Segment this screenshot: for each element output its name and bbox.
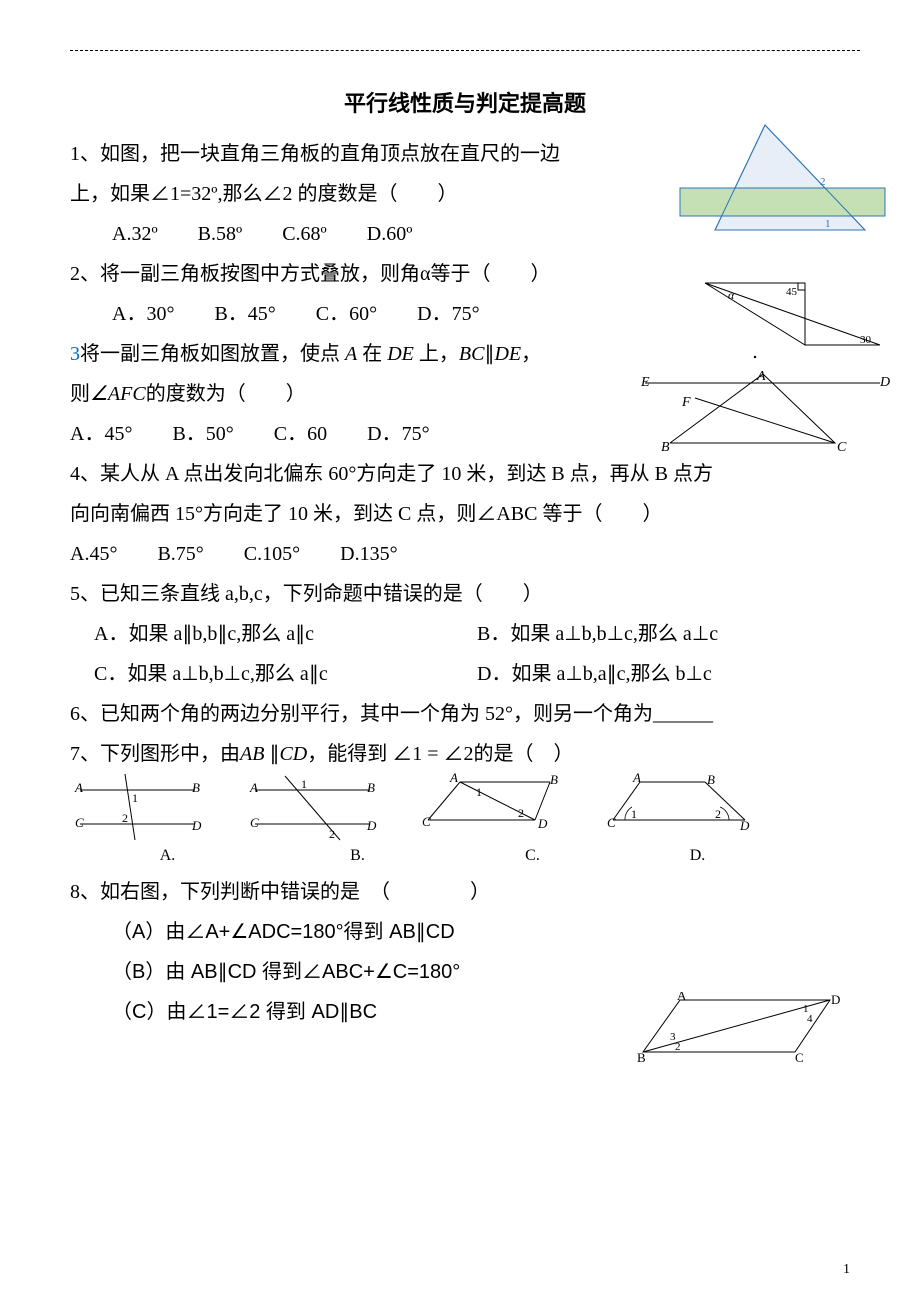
q7-label-d: D. bbox=[630, 840, 765, 872]
q4-line2: 向向南偏西 15°方向走了 10 米，到达 C 点，则∠ABC 等于（ ） bbox=[70, 494, 860, 534]
svg-text:B: B bbox=[661, 440, 670, 453]
q7-diagram-d: A B C D 1 2 bbox=[605, 772, 755, 832]
svg-text:2: 2 bbox=[675, 1041, 681, 1053]
q2-opt-c: C．60° bbox=[316, 294, 377, 334]
svg-text:C: C bbox=[607, 815, 616, 830]
svg-text:2: 2 bbox=[820, 176, 826, 188]
q5-text: 5、已知三条直线 a,b,c，下列命题中错误的是（ ） bbox=[70, 574, 860, 614]
svg-text:2: 2 bbox=[715, 807, 721, 821]
q7-label-a: A. bbox=[100, 840, 235, 872]
svg-text:B: B bbox=[367, 780, 375, 795]
q5-opt-b: B．如果 a⊥b,b⊥c,那么 a⊥c bbox=[477, 614, 860, 654]
q3-diagram: E A D F B C bbox=[635, 368, 890, 453]
svg-text:45: 45 bbox=[786, 286, 798, 298]
svg-text:D: D bbox=[366, 818, 377, 833]
q1-opt-c: C.68º bbox=[282, 214, 327, 254]
svg-text:C: C bbox=[422, 814, 431, 829]
q4-opt-c: C.105° bbox=[244, 534, 300, 574]
svg-text:D: D bbox=[537, 816, 548, 831]
svg-text:α: α bbox=[728, 288, 735, 302]
q7-diagram-c: A B C D 1 2 bbox=[420, 772, 565, 832]
svg-text:2: 2 bbox=[122, 811, 128, 825]
q2-opt-d: D．75° bbox=[417, 294, 479, 334]
svg-text:A: A bbox=[449, 772, 458, 785]
svg-text:A: A bbox=[677, 992, 687, 1003]
svg-text:1: 1 bbox=[132, 791, 138, 805]
svg-text:D: D bbox=[739, 818, 750, 832]
q7-label-b: B. bbox=[290, 840, 425, 872]
q7-text: 7、下列图形中，由AB ∥CD，能得到 ∠1 = ∠2的是（ ） bbox=[70, 734, 860, 774]
svg-text:D: D bbox=[879, 375, 890, 390]
q5-opt-a: A．如果 a∥b,b∥c,那么 a∥c bbox=[70, 614, 477, 654]
svg-text:B: B bbox=[707, 772, 715, 787]
q7-diagram-row: A B C D 1 2 A B C D 1 2 A B C D bbox=[70, 772, 860, 844]
q4-opt-a: A.45° bbox=[70, 534, 117, 574]
svg-text:2: 2 bbox=[329, 827, 335, 841]
svg-text:A: A bbox=[756, 369, 766, 384]
svg-text:D: D bbox=[191, 818, 202, 833]
q5-opt-c: C．如果 a⊥b,b⊥c,那么 a∥c bbox=[70, 654, 477, 694]
q7-labels: A. B. C. D. bbox=[70, 840, 860, 872]
svg-text:C: C bbox=[250, 815, 259, 830]
q2-opt-a: A．30° bbox=[112, 294, 174, 334]
q1-opt-b: B.58º bbox=[198, 214, 243, 254]
svg-text:1: 1 bbox=[825, 218, 831, 230]
q5-row1: A．如果 a∥b,b∥c,那么 a∥c B．如果 a⊥b,b⊥c,那么 a⊥c bbox=[70, 614, 860, 654]
svg-text:B: B bbox=[637, 1050, 646, 1064]
q1-opt-a: A.32º bbox=[112, 214, 158, 254]
svg-text:A: A bbox=[249, 780, 258, 795]
svg-text:C: C bbox=[837, 440, 847, 453]
svg-text:30: 30 bbox=[860, 334, 872, 346]
svg-text:1: 1 bbox=[301, 777, 307, 791]
q3-opt-b: B．50° bbox=[172, 414, 233, 454]
q7-diagram-a: A B C D 1 2 bbox=[70, 772, 205, 844]
q4-opt-d: D.135° bbox=[340, 534, 397, 574]
page-number: 1 bbox=[843, 1256, 850, 1284]
q8-opt-b: （B）由 AB∥CD 得到∠ABC+∠C=180° bbox=[112, 952, 860, 992]
svg-text:2: 2 bbox=[518, 806, 524, 820]
q3-rest: 将一副三角板如图放置，使点 A 在 DE 上，BC∥DE， bbox=[80, 343, 541, 365]
q3-num: 3 bbox=[70, 343, 80, 365]
q3-opt-d: D．75° bbox=[367, 414, 429, 454]
q2-opt-b: B．45° bbox=[214, 294, 275, 334]
svg-text:C: C bbox=[795, 1050, 804, 1064]
svg-text:D: D bbox=[831, 992, 840, 1007]
svg-text:A: A bbox=[74, 780, 83, 795]
svg-text:C: C bbox=[75, 815, 84, 830]
top-dashed-rule bbox=[70, 50, 860, 52]
svg-text:1: 1 bbox=[631, 807, 637, 821]
q7-label-c: C. bbox=[465, 840, 600, 872]
svg-text:B: B bbox=[192, 780, 200, 795]
svg-text:1: 1 bbox=[476, 785, 482, 799]
q4-options: A.45° B.75° C.105° D.135° bbox=[70, 534, 860, 574]
q7-diagram-b: A B C D 1 2 bbox=[245, 772, 380, 844]
q3-opt-c: C．60 bbox=[274, 414, 327, 454]
q5-opt-d: D．如果 a⊥b,a∥c,那么 b⊥c bbox=[477, 654, 860, 694]
q1-diagram: 2 1 bbox=[675, 115, 890, 255]
q8-text: 8、如右图，下列判断中错误的是 （ ） bbox=[70, 872, 860, 912]
q6-text: 6、已知两个角的两边分别平行，其中一个角为 52°，则另一个角为______ bbox=[70, 694, 860, 734]
q8-opt-a: （A）由∠A+∠ADC=180°得到 AB∥CD bbox=[112, 912, 860, 952]
q4-line1: 4、某人从 A 点出发向北偏东 60°方向走了 10 米，到达 B 点，再从 B… bbox=[70, 454, 860, 494]
q2-text-span: 2、将一副三角板按图中方式叠放，则角α等于（ ） bbox=[70, 263, 550, 285]
svg-text:F: F bbox=[681, 395, 691, 410]
svg-text:B: B bbox=[550, 772, 558, 787]
svg-text:A: A bbox=[632, 772, 641, 785]
q2-diagram: 45 α 30 bbox=[690, 275, 890, 363]
q4-opt-b: B.75° bbox=[157, 534, 203, 574]
q3-opt-a: A．45° bbox=[70, 414, 132, 454]
svg-text:E: E bbox=[640, 375, 650, 390]
q8-diagram: A D B C 1 4 3 2 bbox=[635, 992, 845, 1064]
q5-row2: C．如果 a⊥b,b⊥c,那么 a∥c D．如果 a⊥b,a∥c,那么 b⊥c bbox=[70, 654, 860, 694]
q1-opt-d: D.60º bbox=[367, 214, 413, 254]
svg-text:4: 4 bbox=[807, 1013, 813, 1025]
